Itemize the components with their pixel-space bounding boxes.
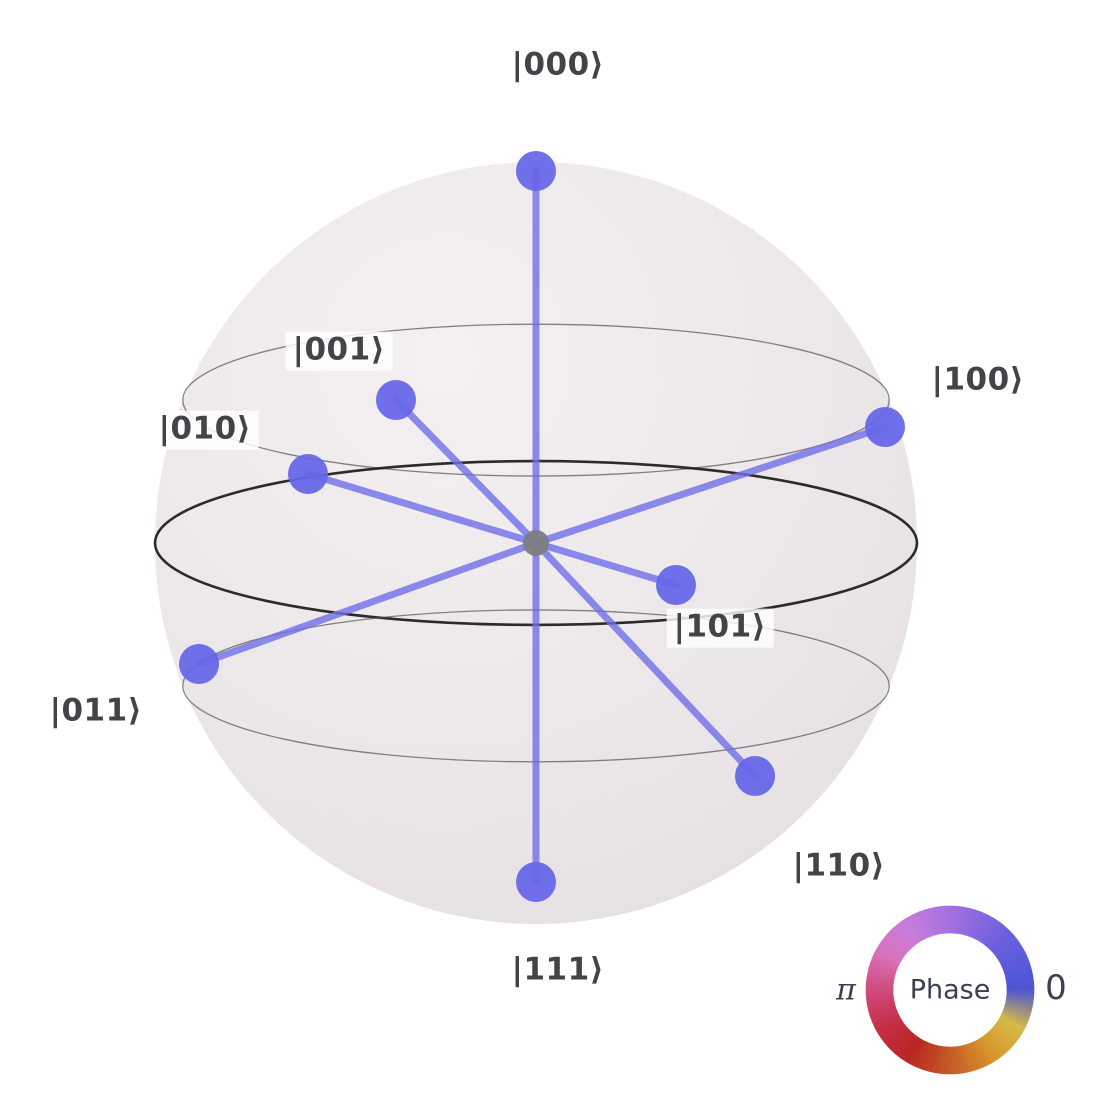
state-node[interactable] xyxy=(376,380,416,420)
state-label: |111⟩ xyxy=(511,951,605,988)
state-vector-line xyxy=(532,539,680,589)
sphere-center-dot xyxy=(523,530,549,556)
state-label: |010⟩ xyxy=(151,410,259,450)
phase-color-wheel xyxy=(865,905,1035,1075)
state-node[interactable] xyxy=(288,454,328,494)
state-node[interactable] xyxy=(179,644,219,684)
state-label: |100⟩ xyxy=(931,361,1025,398)
state-node[interactable] xyxy=(865,407,905,447)
phase-legend: π Phase 0 xyxy=(828,900,1086,1080)
state-vector-line xyxy=(532,423,889,547)
state-label: |101⟩ xyxy=(666,608,774,648)
state-vector-line xyxy=(304,470,540,547)
phase-legend-max-label: π xyxy=(836,972,856,1008)
state-node[interactable] xyxy=(735,756,775,796)
state-label: |000⟩ xyxy=(511,46,605,83)
state-nodes xyxy=(179,151,905,902)
origin-dot xyxy=(523,530,549,556)
phase-wheel-segment xyxy=(1006,989,1035,994)
state-node[interactable] xyxy=(656,565,696,605)
state-node[interactable] xyxy=(516,862,556,902)
state-node[interactable] xyxy=(516,151,556,191)
phase-legend-title: Phase xyxy=(909,974,991,1006)
state-label: |110⟩ xyxy=(792,847,886,884)
phase-legend-min-label: 0 xyxy=(1045,968,1067,1008)
state-label: |001⟩ xyxy=(285,331,393,371)
state-vectors xyxy=(195,167,889,886)
state-vector-line xyxy=(532,539,759,780)
state-vector-line xyxy=(195,539,540,668)
state-label: |011⟩ xyxy=(49,692,143,729)
state-vector-line xyxy=(392,396,540,547)
